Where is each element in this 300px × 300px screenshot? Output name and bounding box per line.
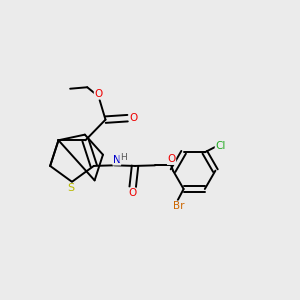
Text: H: H	[120, 153, 127, 162]
Text: O: O	[167, 154, 176, 164]
Text: O: O	[94, 89, 103, 99]
Text: O: O	[128, 188, 136, 198]
Text: O: O	[130, 113, 138, 123]
Text: S: S	[67, 183, 74, 193]
Text: N: N	[113, 155, 121, 165]
Text: Br: Br	[172, 201, 184, 211]
Text: Cl: Cl	[215, 140, 226, 151]
